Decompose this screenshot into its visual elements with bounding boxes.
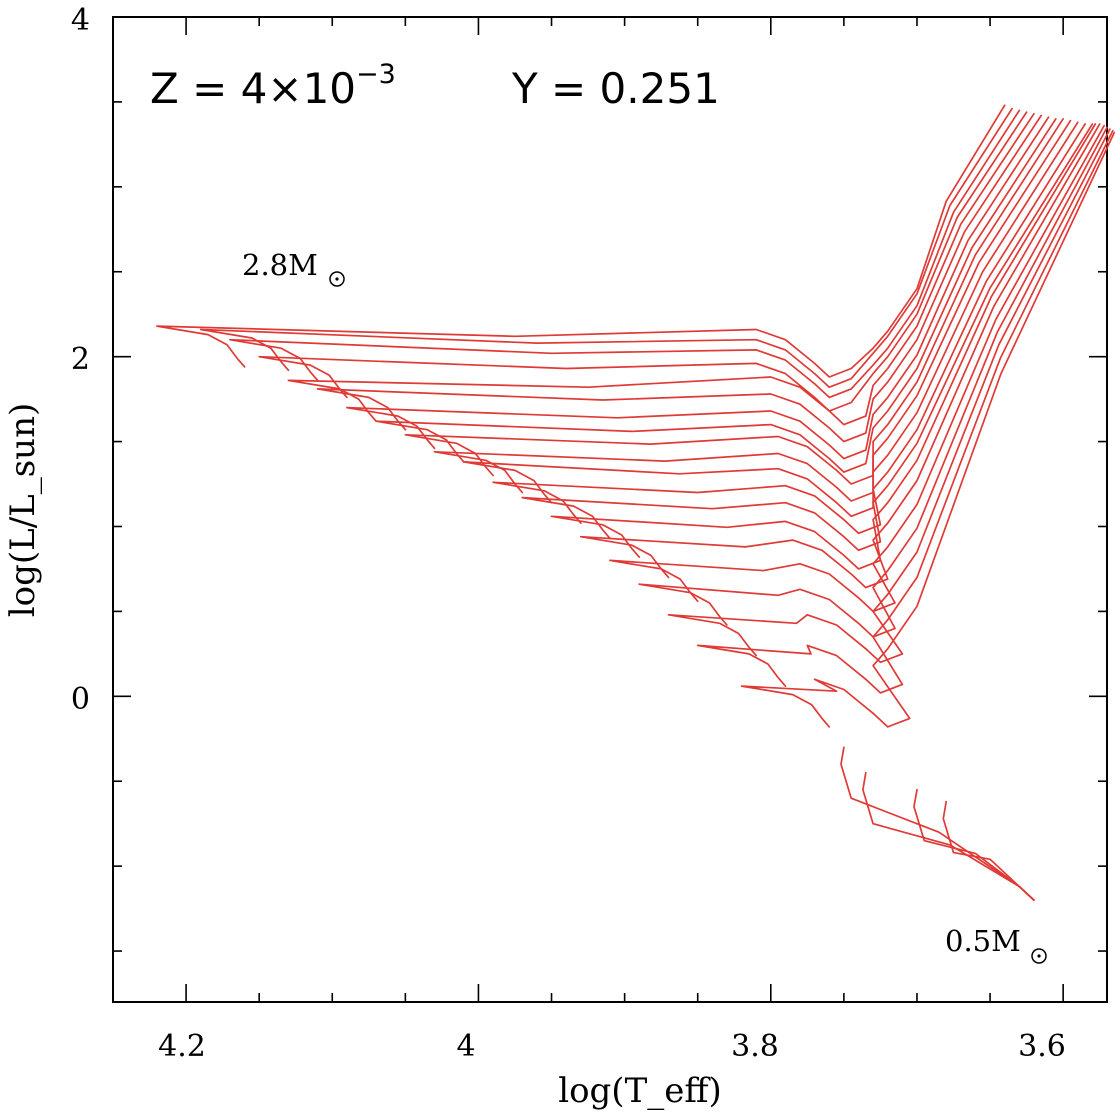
y-axis-label: log(L/L_sun) [3, 403, 43, 618]
track-line-0.9-msun [740, 131, 1115, 728]
sun-symbol-icon [1031, 948, 1047, 964]
y-tick-labels: 0 2 4 [71, 3, 90, 717]
track-line-2.1-msun [375, 118, 1057, 473]
upper-mass-label-group: 2.8M [242, 248, 345, 287]
track-line-1.2-msun [638, 126, 1108, 638]
axis-ticks [113, 16, 1107, 1002]
y-tick-label-2: 2 [71, 342, 90, 377]
track-line-2.3-msun [316, 114, 1043, 443]
metallicity-label: Z = 4×10 [150, 64, 356, 113]
track-line-1.9-msun [433, 119, 1072, 502]
plot-frame [112, 16, 1108, 1003]
x-tick-label-4.0: 4 [456, 1029, 475, 1064]
track-line-1.6-msun [521, 123, 1094, 552]
track-line-2.6-msun [229, 109, 1021, 399]
track-line-1.1-msun [667, 128, 1111, 664]
y-tick-label-4: 4 [71, 3, 90, 38]
track-line-2.0-msun [404, 118, 1064, 485]
track-line-1.7-msun [492, 123, 1086, 535]
evolutionary-tracks [156, 104, 1115, 901]
svg-text:Z = 4×10−3: Z = 4×10−3 [150, 59, 396, 113]
x-tick-label-3.8: 3.8 [731, 1029, 779, 1064]
track-line-2.8-msun [156, 104, 1006, 378]
x-tick-label-4.2: 4.2 [158, 1029, 206, 1064]
track-line-0.5-msun [942, 800, 1035, 901]
x-tick-labels: 4.2 4 3.8 3.6 [158, 1029, 1066, 1064]
track-line-1.5-msun [550, 123, 1097, 570]
metallicity-exponent: −3 [356, 59, 396, 90]
y-tick-label-0: 0 [71, 682, 90, 717]
track-line-2.2-msun [346, 116, 1050, 460]
x-axis-label: log(T_eff) [558, 1071, 722, 1111]
sun-symbol-icon [329, 271, 345, 287]
track-line-2.5-msun [258, 111, 1028, 412]
lower-mass-label: 0.5M [945, 924, 1021, 958]
track-line-2.4-msun [287, 112, 1035, 426]
composition-annotation: Z = 4×10−3 Y = 0.251 [150, 59, 720, 113]
x-tick-label-3.6: 3.6 [1018, 1029, 1066, 1064]
track-line-1.3-msun [609, 124, 1105, 613]
track-line-1.0-msun [696, 129, 1114, 694]
track-line-1.4-msun [579, 123, 1101, 589]
lower-mass-label-group: 0.5M [945, 924, 1047, 964]
track-line-1.8-msun [462, 121, 1079, 518]
helium-label: Y = 0.251 [511, 64, 720, 113]
track-line-2.7-msun [199, 107, 1013, 389]
upper-mass-label: 2.8M [242, 248, 318, 282]
